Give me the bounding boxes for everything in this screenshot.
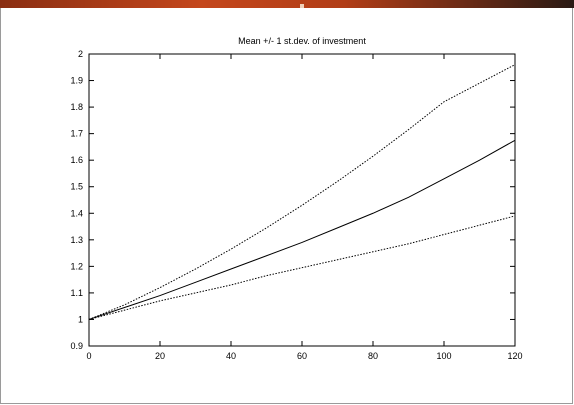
y-tick-label: 2 bbox=[78, 49, 83, 59]
y-tick-label: 1.8 bbox=[70, 102, 83, 112]
y-tick-label: 1 bbox=[78, 314, 83, 324]
series-group bbox=[88, 64, 516, 320]
y-tick-label: 1.4 bbox=[70, 208, 83, 218]
y-tick-label: 1.5 bbox=[70, 182, 83, 192]
lower-band-line bbox=[88, 215, 516, 320]
plot-area-frame bbox=[88, 53, 516, 347]
upper-band-line bbox=[88, 64, 516, 320]
mean-line bbox=[88, 139, 516, 320]
slide-frame bbox=[0, 8, 573, 404]
y-tick-label: 1.6 bbox=[70, 155, 83, 165]
slide-header-band bbox=[0, 0, 574, 8]
y-tick-label: 1.2 bbox=[70, 261, 83, 271]
y-tick-label: 1.7 bbox=[70, 129, 83, 139]
x-tick-label: 120 bbox=[507, 351, 522, 361]
y-tick-label: 1.3 bbox=[70, 235, 83, 245]
y-axis: 0.9 1 1.1 1.2 1.3 1.4 1.5 1.6 1.7 1.8 1.9 2 bbox=[70, 49, 515, 351]
header-marker bbox=[300, 4, 304, 8]
x-tick-label: 60 bbox=[297, 351, 307, 361]
x-tick-label: 40 bbox=[226, 351, 236, 361]
y-tick-label: 1.9 bbox=[70, 76, 83, 86]
y-tick-label: 1.1 bbox=[70, 288, 83, 298]
x-tick-label: 0 bbox=[86, 351, 91, 361]
x-tick-label: 20 bbox=[155, 351, 165, 361]
x-tick-label: 80 bbox=[368, 351, 378, 361]
x-axis: 0 20 40 60 80 100 120 bbox=[86, 54, 523, 361]
x-tick-label: 100 bbox=[436, 351, 451, 361]
y-tick-label: 0.9 bbox=[70, 341, 83, 351]
chart-title: Mean +/- 1 st.dev. of investment bbox=[238, 36, 366, 46]
